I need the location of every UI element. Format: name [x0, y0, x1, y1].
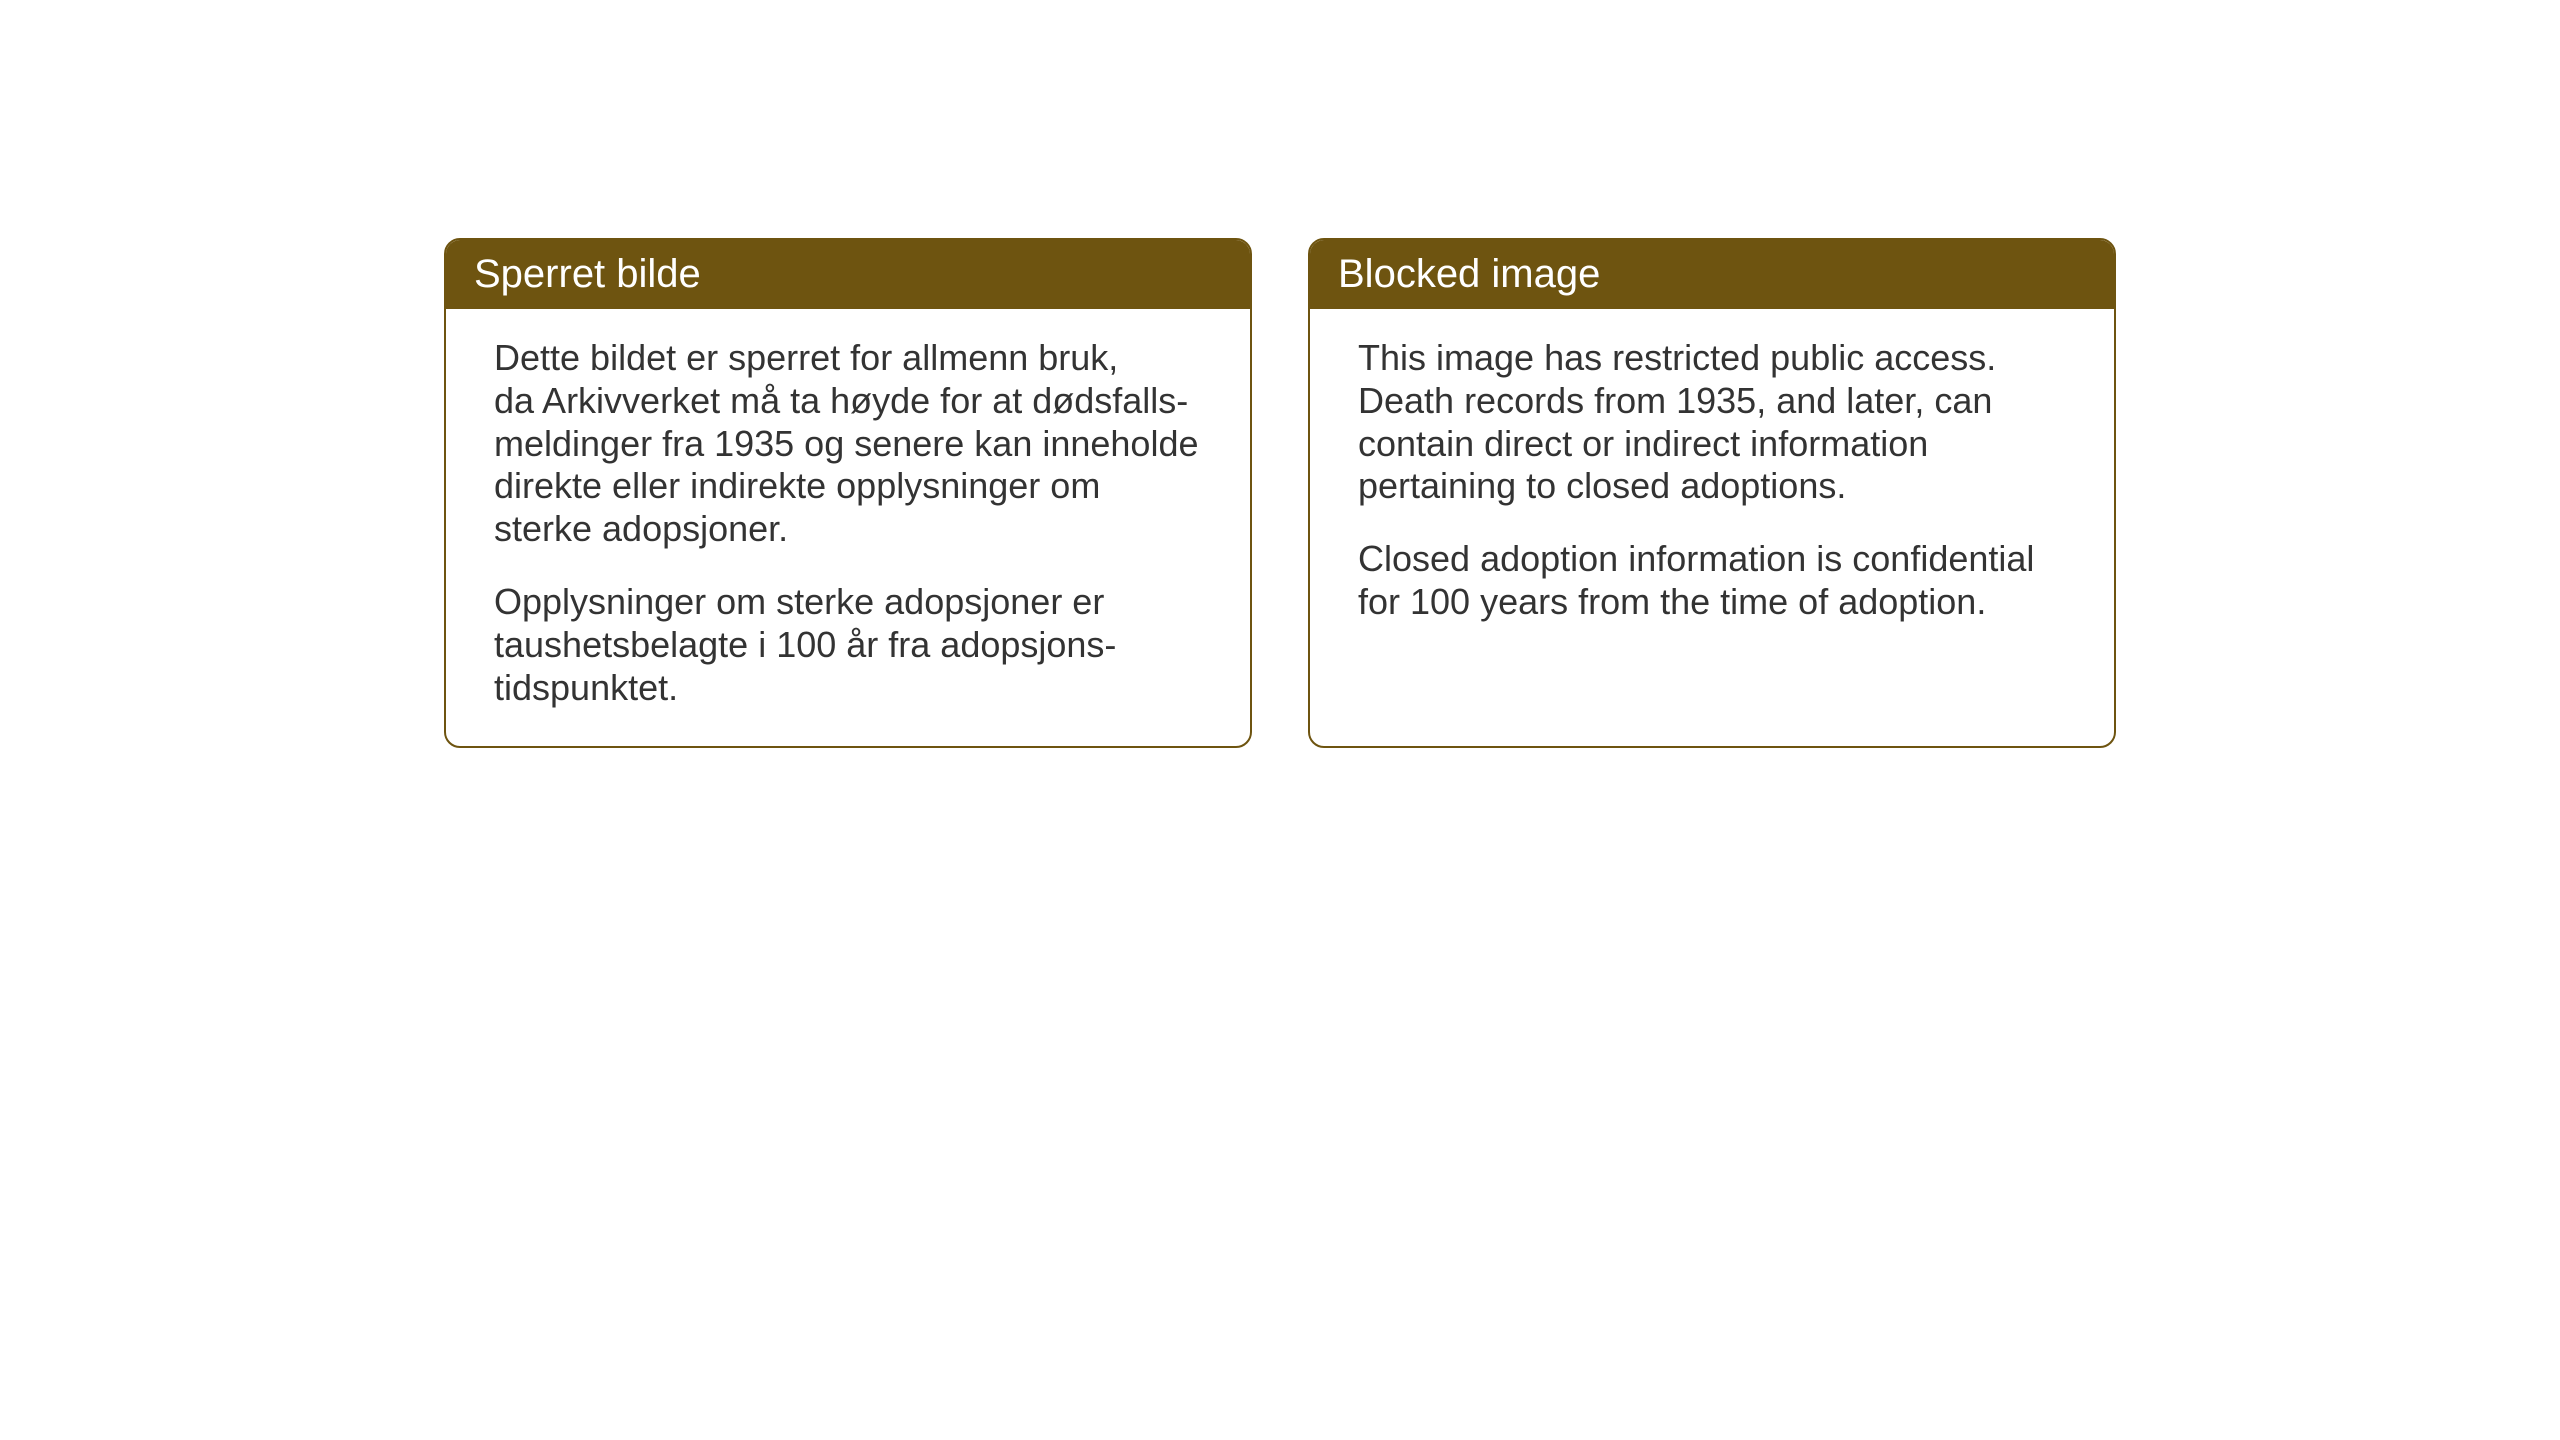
- card-header: Sperret bilde: [446, 240, 1250, 309]
- card-title: Blocked image: [1338, 252, 1600, 296]
- card-header: Blocked image: [1310, 240, 2114, 309]
- cards-container: Sperret bilde Dette bildet er sperret fo…: [444, 238, 2116, 748]
- card-paragraph-1: This image has restricted public access.…: [1358, 337, 2066, 508]
- blocked-image-card-english: Blocked image This image has restricted …: [1308, 238, 2116, 748]
- blocked-image-card-norwegian: Sperret bilde Dette bildet er sperret fo…: [444, 238, 1252, 748]
- card-title: Sperret bilde: [474, 252, 701, 296]
- card-body: This image has restricted public access.…: [1310, 309, 2114, 660]
- card-paragraph-2: Closed adoption information is confident…: [1358, 538, 2066, 624]
- card-body: Dette bildet er sperret for allmenn bruk…: [446, 309, 1250, 746]
- card-paragraph-2: Opplysninger om sterke adopsjoner er tau…: [494, 581, 1202, 709]
- card-paragraph-1: Dette bildet er sperret for allmenn bruk…: [494, 337, 1202, 551]
